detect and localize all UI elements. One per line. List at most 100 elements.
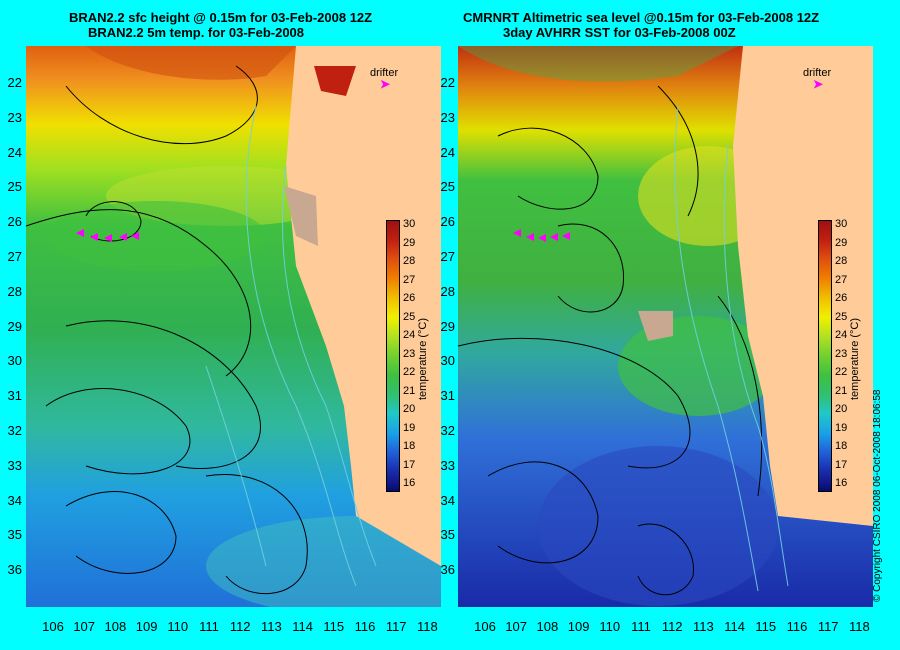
left-title-line2: BRAN2.2 5m temp. for 03-Feb-2008 — [88, 25, 305, 40]
lon-tick: 114 — [292, 619, 313, 634]
lat-tick: 26 — [7, 214, 22, 230]
colorbar-tick: 22 — [835, 366, 848, 378]
lon-tick: 109 — [135, 619, 158, 634]
colorbar-tick: 29 — [835, 236, 848, 249]
lon-tick: 116 — [786, 619, 808, 634]
right-colorbar-title: temperature (°C) — [849, 317, 861, 400]
lat-tick: 32 — [7, 423, 22, 438]
lat-tick: 22 — [440, 75, 455, 90]
lat-tick: 24 — [7, 144, 22, 160]
lon-tick: 111 — [631, 619, 651, 634]
lat-tick: 32 — [440, 423, 455, 438]
right-title-line1: CMRNRT Altimetric sea level @0.15m for 0… — [463, 10, 820, 25]
lat-tick: 33 — [7, 457, 22, 473]
left-drifter-icon: ➤ — [380, 77, 391, 91]
colorbar-tick: 27 — [403, 273, 416, 286]
lat-tick: 31 — [7, 388, 22, 404]
lon-tick: 106 — [474, 619, 496, 634]
colorbar-tick: 16 — [835, 477, 848, 489]
lon-tick: 108 — [104, 619, 127, 634]
colorbar-tick: 28 — [403, 255, 416, 267]
colorbar-tick: 18 — [835, 440, 848, 452]
colorbar-tick: 23 — [835, 347, 848, 360]
lat-tick: 30 — [7, 353, 22, 369]
lon-tick: 112 — [229, 619, 251, 634]
lon-tick: 107 — [505, 619, 528, 634]
right-drifter-icon: ➤ — [813, 77, 824, 91]
right-map-panel — [458, 46, 873, 607]
lon-tick: 108 — [536, 619, 559, 634]
colorbar-tick: 20 — [403, 403, 416, 415]
left-sst-map — [26, 46, 441, 607]
colorbar-tick: 24 — [835, 329, 848, 341]
colorbar-tick: 30 — [403, 218, 416, 230]
colorbar-tick: 23 — [403, 347, 416, 360]
lat-tick: 35 — [7, 527, 22, 543]
left-title-line1: BRAN2.2 sfc height @ 0.15m for 03-Feb-20… — [69, 10, 373, 25]
lon-tick: 114 — [724, 619, 745, 634]
lon-tick: 117 — [385, 619, 407, 634]
lat-tick: 27 — [7, 249, 22, 264]
colorbar-tick: 18 — [403, 440, 416, 452]
lat-tick: 34 — [7, 492, 22, 508]
copyright-text: © Copyright CSIRO 2008 06-Oct-2008 18:06… — [872, 389, 883, 603]
lon-tick: 109 — [567, 619, 590, 634]
colorbar-tick: 16 — [403, 477, 416, 489]
colorbar-tick: 19 — [403, 421, 416, 434]
colorbar-tick: 29 — [403, 236, 416, 249]
lon-tick: 115 — [323, 619, 345, 634]
lon-tick: 113 — [261, 619, 282, 634]
lon-tick: 117 — [817, 619, 839, 634]
lat-tick: 28 — [7, 283, 22, 299]
right-sst-map — [458, 46, 873, 607]
colorbar-tick: 22 — [403, 366, 416, 378]
lon-tick: 118 — [417, 619, 438, 634]
lat-tick: 29 — [7, 318, 22, 334]
colorbar-tick: 26 — [403, 292, 416, 304]
lon-tick: 116 — [354, 619, 376, 634]
lon-tick: 107 — [73, 619, 96, 634]
right-title-line2: 3day AVHRR SST for 03-Feb-2008 00Z — [503, 25, 736, 40]
colorbar-tick: 21 — [403, 384, 416, 397]
lat-tick: 26 — [440, 214, 455, 230]
lat-tick: 29 — [440, 318, 455, 334]
lat-tick: 22 — [7, 75, 22, 90]
lat-tick: 28 — [440, 283, 455, 299]
lon-tick: 113 — [693, 619, 714, 634]
lat-tick: 36 — [440, 562, 455, 578]
colorbar-tick: 28 — [835, 255, 848, 267]
lat-tick: 33 — [440, 457, 455, 473]
colorbar-tick: 25 — [835, 310, 848, 323]
colorbar-tick: 19 — [835, 421, 848, 434]
colorbar-tick: 27 — [835, 273, 848, 286]
colorbar-tick: 17 — [403, 458, 416, 471]
colorbar-tick: 30 — [835, 218, 848, 230]
colorbar-tick: 21 — [835, 384, 848, 397]
lat-tick: 25 — [7, 179, 22, 195]
lat-tick: 30 — [440, 353, 455, 369]
lat-tick: 34 — [440, 492, 455, 508]
lat-tick: 31 — [440, 388, 455, 404]
left-colorbar — [386, 220, 400, 492]
lat-tick: 25 — [440, 179, 455, 195]
lon-tick: 118 — [849, 619, 870, 634]
lat-tick: 35 — [440, 527, 455, 543]
lon-tick: 111 — [199, 619, 219, 634]
colorbar-tick: 25 — [403, 310, 416, 323]
lon-tick: 115 — [755, 619, 777, 634]
colorbar-tick: 24 — [403, 329, 416, 341]
lat-tick: 36 — [7, 562, 22, 578]
lon-tick: 110 — [599, 619, 621, 634]
right-drifter-label: drifter — [803, 67, 832, 79]
lon-tick: 112 — [661, 619, 683, 634]
left-drifter-label: drifter — [370, 67, 399, 79]
colorbar-tick: 17 — [835, 458, 848, 471]
lon-tick: 110 — [167, 619, 189, 634]
lat-tick: 23 — [440, 109, 455, 125]
lat-tick: 27 — [440, 249, 455, 264]
colorbar-tick: 26 — [835, 292, 848, 304]
lon-tick: 106 — [42, 619, 64, 634]
left-map-panel — [26, 46, 441, 607]
left-colorbar-title: temperature (°C) — [417, 317, 429, 400]
lat-tick: 23 — [7, 109, 22, 125]
